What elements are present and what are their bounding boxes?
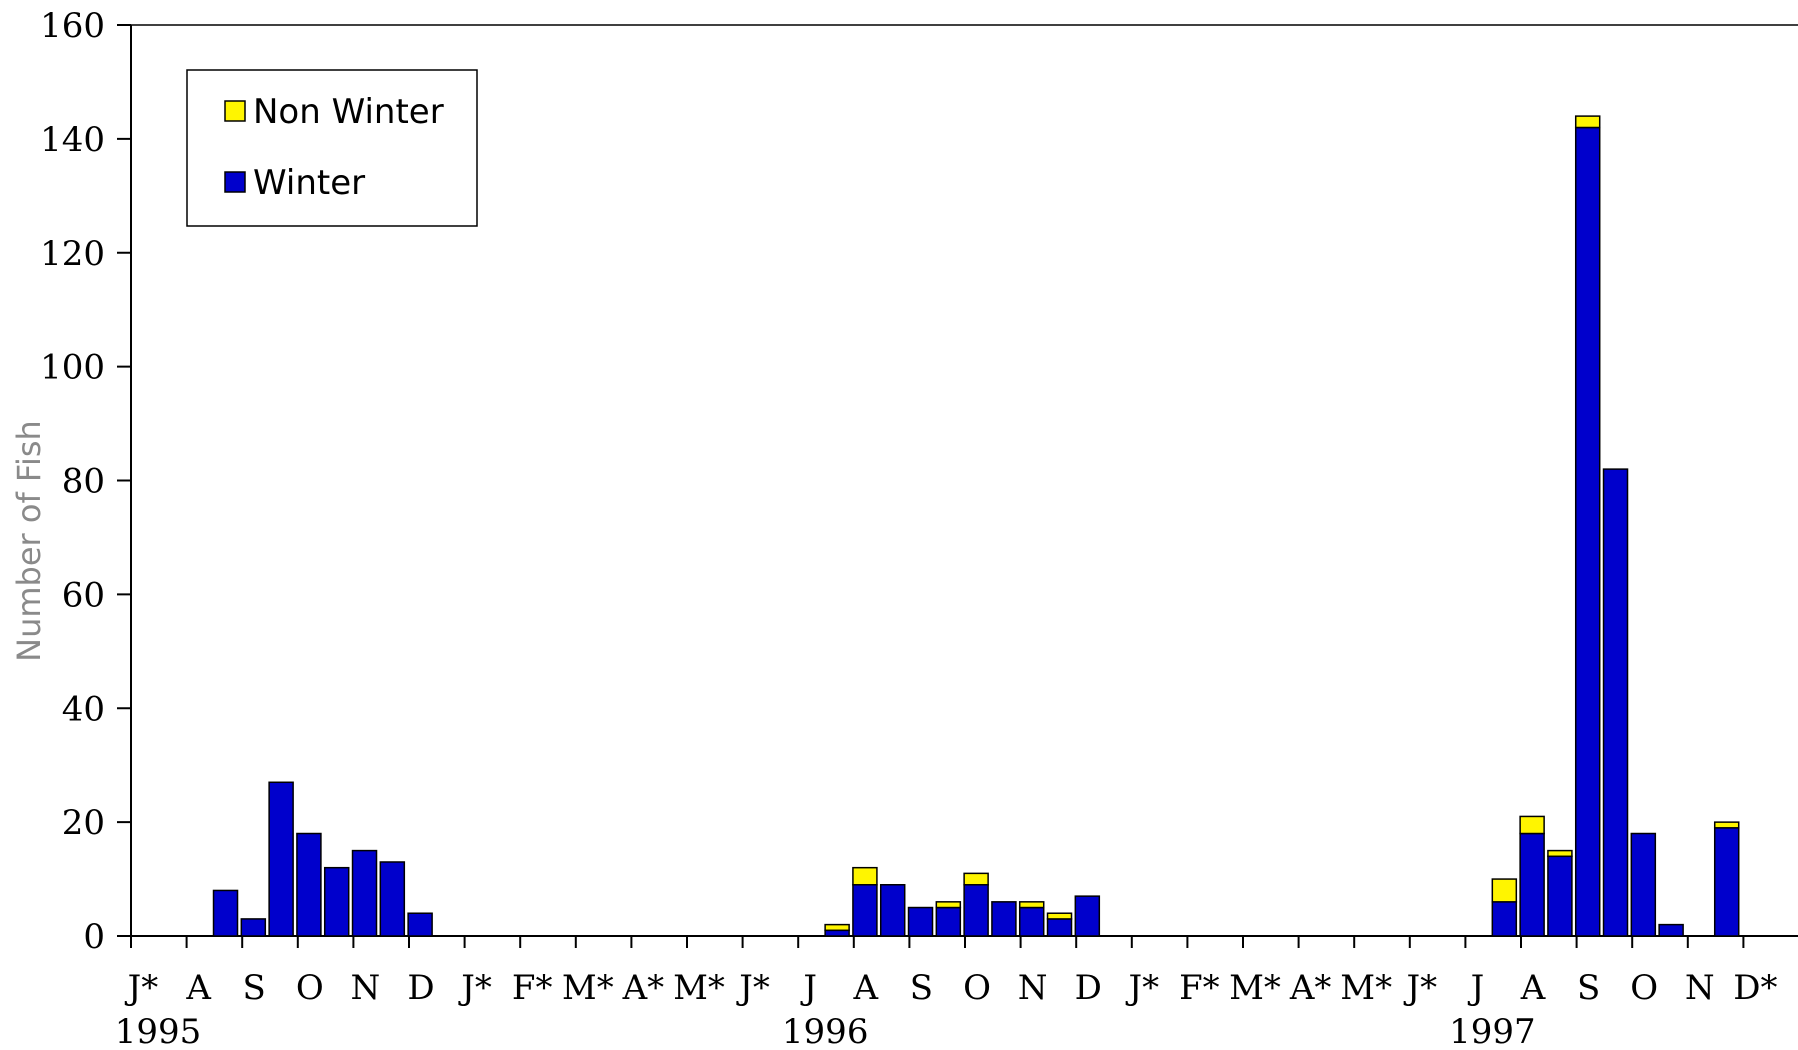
- bar-winter: [879, 884, 906, 937]
- x-tick-label: M*: [1340, 968, 1392, 1008]
- bar-non-winter: [963, 872, 989, 886]
- bar-winter: [268, 781, 294, 937]
- x-tick-label: J: [800, 968, 817, 1008]
- x-tick-label: N: [1685, 968, 1715, 1008]
- bar-non-winter: [1046, 912, 1073, 920]
- bar-winter: [407, 912, 433, 937]
- x-tick-label: A*: [1289, 968, 1332, 1008]
- x-tick-label: N: [351, 968, 381, 1008]
- x-tick-label: M*: [1229, 968, 1281, 1008]
- x-tick-label: A: [1520, 968, 1546, 1008]
- bar-winter: [296, 832, 322, 937]
- bar-winter: [963, 884, 989, 937]
- legend-box: [186, 69, 478, 227]
- bar-non-winter: [935, 901, 962, 909]
- bar-non-winter: [1519, 815, 1545, 835]
- bar-winter: [1046, 918, 1073, 937]
- bar-non-winter: [1713, 821, 1740, 829]
- x-tick-label: S: [910, 968, 933, 1008]
- bar-winter: [1658, 923, 1684, 937]
- bar-winter: [852, 884, 878, 937]
- bar-non-winter: [852, 866, 878, 886]
- y-tick-label: 80: [62, 462, 105, 502]
- bar-winter: [212, 889, 239, 937]
- bars: [212, 115, 1740, 937]
- bar-non-winter: [1491, 878, 1518, 903]
- y-tick-label: 20: [62, 803, 105, 843]
- bar-winter: [1574, 126, 1601, 937]
- y-tick-label: 100: [40, 348, 105, 388]
- bar-non-winter: [824, 923, 850, 932]
- x-tick-label: J*: [1125, 968, 1159, 1008]
- y-tick-label: 60: [62, 575, 105, 615]
- x-tick-label: M*: [562, 968, 614, 1008]
- y-tick-label: 0: [83, 917, 105, 957]
- bar-winter: [907, 906, 934, 937]
- bar-winter: [1602, 468, 1629, 937]
- bar-winter: [1519, 832, 1545, 937]
- bar-winter: [1074, 895, 1101, 937]
- legend: Non Winter Winter: [186, 69, 478, 227]
- x-tick-label: N: [1018, 968, 1048, 1008]
- x-tick-label: O: [963, 968, 991, 1008]
- bar-winter: [323, 866, 350, 937]
- bar-winter: [379, 861, 406, 937]
- legend-swatch-non-winter: [224, 100, 246, 122]
- x-tick-label: J: [1468, 968, 1485, 1008]
- bar-non-winter: [1018, 901, 1045, 909]
- x-tick-label: F*: [1179, 968, 1220, 1008]
- x-tick-label: D: [407, 968, 434, 1008]
- y-ticks: 0 20 40 60 80 100 120 140 160: [40, 6, 131, 957]
- legend-label-winter: Winter: [253, 163, 365, 203]
- legend-label-non-winter: Non Winter: [253, 92, 444, 132]
- bar-non-winter: [1574, 115, 1601, 129]
- x-tick-label: A: [853, 968, 879, 1008]
- bar-winter: [824, 929, 850, 937]
- bar-winter: [351, 849, 378, 937]
- x-tick-label: A: [185, 968, 211, 1008]
- bar-winter: [991, 901, 1017, 937]
- x-tick-label: S: [243, 968, 266, 1008]
- x-tick-label: A*: [622, 968, 665, 1008]
- x-tick-label: S: [1577, 968, 1600, 1008]
- y-tick-label: 40: [62, 689, 105, 729]
- bar-non-winter: [1547, 849, 1573, 858]
- bar-winter: [1491, 901, 1518, 937]
- bar-winter: [1018, 906, 1045, 937]
- x-tick-label: D*: [1733, 968, 1777, 1008]
- y-tick-label: 120: [40, 234, 105, 274]
- x-tick-label: J*: [736, 968, 770, 1008]
- bar-winter: [1547, 855, 1573, 937]
- bar-winter: [1713, 827, 1740, 937]
- x-tick-label: O: [296, 968, 324, 1008]
- y-tick-label: 140: [40, 120, 105, 160]
- bar-winter: [935, 906, 962, 937]
- x-year-label: 1997: [1449, 1012, 1536, 1050]
- legend-swatch-winter: [224, 171, 246, 193]
- y-tick-label: 160: [40, 6, 105, 46]
- bar-winter: [1630, 832, 1657, 937]
- x-ticks: J* A S O N D J* F* M* A* M* J* J A S O N D J* F* M* A* M* J* J A S…: [115, 936, 1778, 1050]
- x-year-label: 1995: [115, 1012, 202, 1050]
- x-tick-label: D: [1075, 968, 1102, 1008]
- x-tick-label: F*: [512, 968, 553, 1008]
- y-axis-label: Number of Fish: [10, 420, 48, 662]
- x-tick-label: J*: [125, 968, 159, 1008]
- x-year-label: 1996: [782, 1012, 869, 1050]
- x-tick-label: J*: [458, 968, 492, 1008]
- x-tick-label: J*: [1403, 968, 1437, 1008]
- bar-winter: [240, 918, 267, 937]
- x-tick-label: M*: [673, 968, 725, 1008]
- x-tick-label: O: [1630, 968, 1658, 1008]
